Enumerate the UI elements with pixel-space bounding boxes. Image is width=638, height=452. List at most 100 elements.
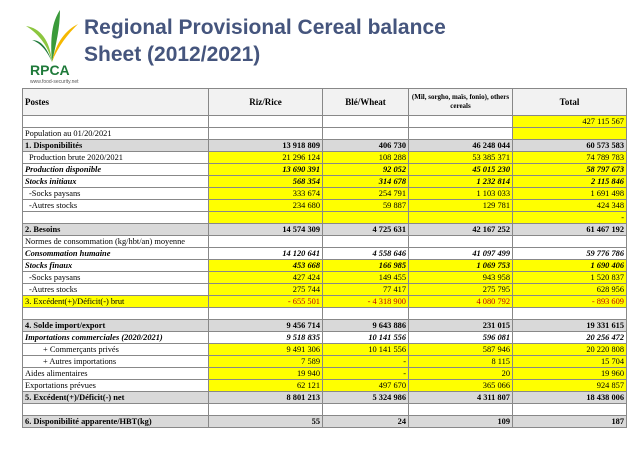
cell xyxy=(208,211,323,224)
cell: - xyxy=(322,355,409,368)
cell: 13 690 391 xyxy=(208,163,323,176)
cell xyxy=(208,127,323,140)
column-header: Postes xyxy=(22,88,209,116)
cell: 4 080 792 xyxy=(408,295,513,308)
cell: 129 781 xyxy=(408,199,513,212)
cell: 149 455 xyxy=(322,271,409,284)
cell: 45 015 230 xyxy=(408,163,513,176)
table-row: 6. Disponibilité apparente/HBT(kg) 55 24 10… xyxy=(22,415,627,428)
cell xyxy=(322,307,409,320)
cell: 15 704 xyxy=(512,355,627,368)
cell xyxy=(322,115,409,128)
row-label: Importations commerciales (2020/2021) xyxy=(22,331,209,344)
table-row: 4. Solde import/export 9 456 714 9 643 886… xyxy=(22,319,627,332)
row-label: Stocks initiaux xyxy=(22,175,209,188)
cell xyxy=(208,403,323,416)
cell: 427 424 xyxy=(208,271,323,284)
cell: 365 066 xyxy=(408,379,513,392)
table-row: Production disponible 13 690 391 92 052 45 … xyxy=(22,163,627,176)
row-label: Exportations prévues xyxy=(22,379,209,392)
cell: 5 324 986 xyxy=(322,391,409,404)
cell: 568 354 xyxy=(208,175,323,188)
cell xyxy=(208,235,323,248)
table-row: 1. Disponibilités 13 918 809 406 730 46 248… xyxy=(22,139,627,152)
cell: 58 797 673 xyxy=(512,163,627,176)
cell xyxy=(408,307,513,320)
row-label xyxy=(22,211,209,224)
header-row: Postes Riz/Rice Blé/Wheat (Mil, sorgho, maï… xyxy=(22,88,627,116)
cell: 924 857 xyxy=(512,379,627,392)
cell: 61 467 192 xyxy=(512,223,627,236)
table-row: -Autres stocks 275 744 77 417 275 795 628 95… xyxy=(22,283,627,296)
cell xyxy=(322,127,409,140)
table-row: 3. Excédent(+)/Déficit(-) brut - 655 501-… xyxy=(22,295,627,308)
table-row: 427 115 567 xyxy=(22,115,627,128)
cell: 92 052 xyxy=(322,163,409,176)
cell: 109 xyxy=(408,415,513,428)
cell xyxy=(208,115,323,128)
cell: 4 725 631 xyxy=(322,223,409,236)
cell: 628 956 xyxy=(512,283,627,296)
table-row: Consommation humaine 14 120 641 4 558 646 4… xyxy=(22,247,627,260)
cell: 4 311 807 xyxy=(408,391,513,404)
row-label: Production brute 2020/2021 xyxy=(22,151,209,164)
cell: 14 120 641 xyxy=(208,247,323,260)
cell: 1 069 753 xyxy=(408,259,513,272)
cell: 19 331 615 xyxy=(512,319,627,332)
cell: 108 288 xyxy=(322,151,409,164)
cell xyxy=(408,115,513,128)
cell: 9 456 714 xyxy=(208,319,323,332)
cell xyxy=(408,211,513,224)
table-row xyxy=(22,307,627,320)
cell: 587 946 xyxy=(408,343,513,356)
cell: 275 795 xyxy=(408,283,513,296)
cell: 20 xyxy=(408,367,513,380)
cell: 21 296 124 xyxy=(208,151,323,164)
column-header: Total xyxy=(512,88,627,116)
cell: 18 438 006 xyxy=(512,391,627,404)
cell: 9 518 835 xyxy=(208,331,323,344)
row-label: + Commerçants privés xyxy=(22,343,209,356)
cell: - xyxy=(322,367,409,380)
table-row: Exportations prévues 62 121 497 670 365 066… xyxy=(22,379,627,392)
cell: 1 103 033 xyxy=(408,187,513,200)
table-row: 2. Besoins 14 574 309 4 725 631 42 167 252 6… xyxy=(22,223,627,236)
row-label: -Autres stocks xyxy=(22,283,209,296)
row-label xyxy=(22,115,209,128)
cell xyxy=(512,403,627,416)
column-header: Riz/Rice xyxy=(208,88,323,116)
cell: 74 789 783 xyxy=(512,151,627,164)
table-row: Production brute 2020/2021 21 296 124 108 … xyxy=(22,151,627,164)
row-label: 4. Solde import/export xyxy=(22,319,209,332)
table-row: -Socks paysans 427 424 149 455 943 958 1 520… xyxy=(22,271,627,284)
cell: 59 776 786 xyxy=(512,247,627,260)
cell: 19 940 xyxy=(208,367,323,380)
row-label: Aides alimentaires xyxy=(22,367,209,380)
cell: 19 960 xyxy=(512,367,627,380)
cell xyxy=(322,211,409,224)
cell xyxy=(408,127,513,140)
cell: 20 256 472 xyxy=(512,331,627,344)
cell xyxy=(408,235,513,248)
row-label: 6. Disponibilité apparente/HBT(kg) xyxy=(22,415,209,428)
row-label: Consommation humaine xyxy=(22,247,209,260)
row-label: 3. Excédent(+)/Déficit(-) brut xyxy=(22,295,209,308)
cell xyxy=(208,307,323,320)
cell: 41 097 499 xyxy=(408,247,513,260)
cell xyxy=(408,403,513,416)
cell: 53 385 371 xyxy=(408,151,513,164)
cell xyxy=(512,235,627,248)
cell: 1 520 837 xyxy=(512,271,627,284)
row-label: -Socks paysans xyxy=(22,187,209,200)
cell: 60 573 583 xyxy=(512,139,627,152)
table-row: -Autres stocks 234 680 59 887 129 781 424 34… xyxy=(22,199,627,212)
cell: 234 680 xyxy=(208,199,323,212)
row-label xyxy=(22,307,209,320)
balance-table: Postes Riz/Rice Blé/Wheat (Mil, sorgho, maï… xyxy=(22,88,627,428)
cell: 4 558 646 xyxy=(322,247,409,260)
cell: 406 730 xyxy=(322,139,409,152)
title-line: Sheet (2012/2021) xyxy=(84,43,261,66)
cell: 55 xyxy=(208,415,323,428)
cell: 1 232 814 xyxy=(408,175,513,188)
table-row: Population au 01/20/2021 xyxy=(22,127,627,140)
